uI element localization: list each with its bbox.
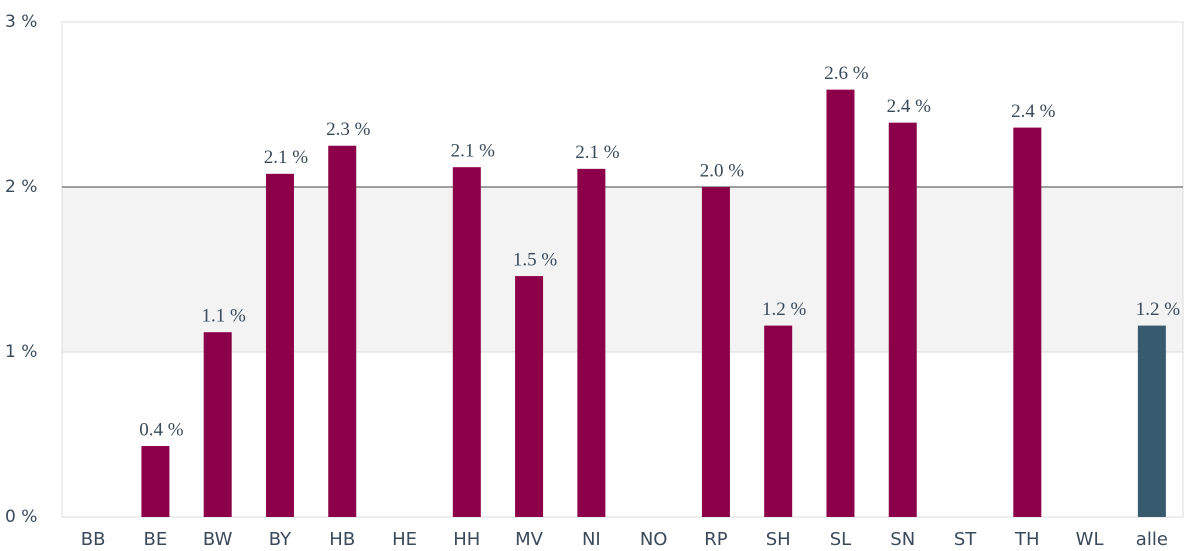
data-label: 1.5 % <box>513 249 558 270</box>
x-tick-label: NO <box>640 529 668 550</box>
y-tick-label: 0 % <box>5 507 37 527</box>
bar <box>452 167 481 517</box>
x-tick-label: MV <box>515 529 544 550</box>
data-label: 2.6 % <box>824 63 869 84</box>
data-label: 2.4 % <box>887 96 932 117</box>
bar <box>328 145 357 517</box>
x-tick-label: alle <box>1136 529 1168 550</box>
x-tick-label: WL <box>1076 529 1104 550</box>
x-tick-label: TH <box>1014 529 1040 550</box>
x-tick-label: HE <box>392 529 417 550</box>
bar <box>203 332 232 517</box>
bar <box>1137 325 1166 517</box>
bar <box>888 122 917 518</box>
data-label: 2.1 % <box>451 141 496 162</box>
y-tick-label: 3 % <box>5 12 37 32</box>
x-tick-label: SL <box>830 529 851 550</box>
data-label: 2.1 % <box>264 147 309 168</box>
data-label: 2.1 % <box>575 142 620 163</box>
y-tick-label: 1 % <box>5 342 37 362</box>
bar <box>577 168 606 517</box>
x-tick-label: SN <box>890 529 915 550</box>
data-label: 1.2 % <box>1136 299 1181 320</box>
x-tick-label: BW <box>203 529 233 550</box>
x-tick-label: BB <box>81 529 106 550</box>
bar <box>826 89 855 518</box>
bar <box>764 325 793 517</box>
reference-band <box>62 187 1183 352</box>
data-label: 2.0 % <box>700 160 745 181</box>
x-tick-label: SH <box>766 529 791 550</box>
data-label: 0.4 % <box>139 419 184 440</box>
x-tick-label: HB <box>329 529 355 550</box>
bar <box>141 446 170 517</box>
x-tick-label: NI <box>582 529 601 550</box>
bar <box>515 276 544 517</box>
bar <box>1013 127 1042 517</box>
x-tick-label: BY <box>269 529 292 550</box>
x-tick-label: RP <box>704 529 728 550</box>
y-tick-label: 2 % <box>5 177 37 197</box>
x-tick-label: BE <box>144 529 168 550</box>
x-tick-label: ST <box>954 529 977 550</box>
data-label: 2.3 % <box>326 119 371 140</box>
bar <box>701 187 730 517</box>
data-label: 2.4 % <box>1011 101 1056 122</box>
data-label: 1.1 % <box>202 306 247 327</box>
x-tick-label: HH <box>453 529 480 550</box>
data-label: 1.2 % <box>762 299 807 320</box>
bar <box>265 173 294 518</box>
